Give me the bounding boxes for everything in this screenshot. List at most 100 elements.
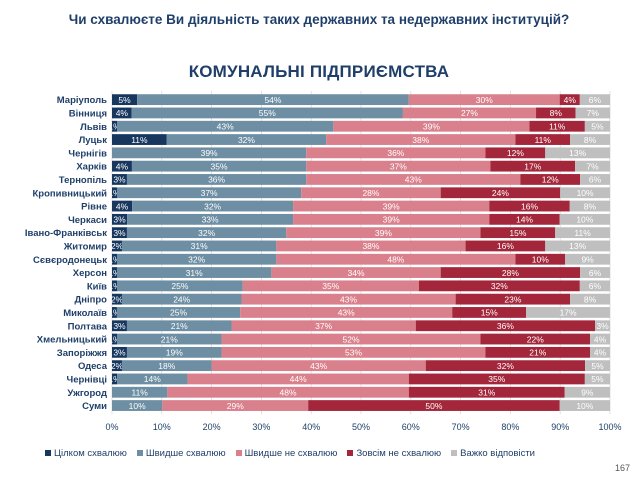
bar-segment [112, 320, 127, 332]
chart-legend: Цілком схвалюю Швидше схвалюю Швидше не сх… [45, 448, 635, 459]
bar-segment [117, 120, 334, 132]
category-label: Рівне [81, 202, 107, 213]
data-label: 6% [589, 175, 602, 185]
data-label: 38% [362, 241, 379, 251]
data-label: 4% [116, 108, 129, 118]
bar-segment [526, 307, 610, 318]
data-label: 21% [529, 348, 546, 358]
category-label: Маріуполь [57, 95, 107, 106]
bar-segment [485, 147, 546, 159]
data-label: 11% [549, 121, 566, 131]
bar-segment [221, 346, 486, 358]
data-label: 1% [108, 268, 121, 278]
bar-segment [306, 160, 491, 172]
data-label: 3% [113, 228, 126, 238]
data-label: 11% [574, 228, 591, 238]
bar-segment [112, 94, 138, 106]
category-label: Миколаїв [63, 308, 107, 319]
data-label: 8% [584, 201, 597, 211]
legend-swatch [45, 450, 51, 457]
bar-segment [131, 160, 307, 172]
bar-segment [584, 373, 610, 385]
bar-segment [116, 187, 302, 199]
bar-segment [520, 174, 581, 185]
bar-segment [555, 227, 610, 239]
data-label: 39% [383, 201, 400, 211]
bar-segment [112, 386, 168, 398]
data-label: 1% [108, 121, 121, 131]
bar-segment [480, 227, 556, 239]
data-label: 31% [186, 268, 203, 278]
bar-segment [116, 307, 241, 318]
bar-segment [112, 267, 117, 278]
data-label: 5% [118, 95, 131, 105]
data-label: 32% [238, 135, 255, 145]
x-tick-label: 80% [501, 422, 519, 432]
data-label: 4% [116, 161, 129, 171]
data-label: 3% [113, 215, 126, 225]
data-label: 43% [338, 308, 355, 318]
category-label: Київ [87, 281, 107, 292]
data-label: 6% [589, 281, 602, 291]
bar-segment [455, 293, 571, 305]
bar-segment [293, 213, 490, 225]
data-label: 24% [492, 188, 509, 198]
bar-segment [440, 187, 561, 199]
data-label: 55% [259, 108, 276, 118]
bar-segment [132, 200, 294, 212]
data-label: 37% [201, 188, 218, 198]
bar-segment [559, 400, 610, 411]
bar-segment [112, 360, 122, 372]
data-label: 48% [280, 387, 297, 397]
bar-segment [560, 187, 610, 199]
bar-segment [559, 213, 610, 225]
chart-question-title: Чи схвалюєте Ви діяльність таких державн… [68, 12, 570, 27]
bar-segment [425, 360, 586, 372]
data-label: 10% [532, 254, 549, 264]
bar-segment [408, 373, 585, 385]
legend-swatch [347, 450, 354, 457]
data-label: 27% [461, 108, 478, 118]
data-label: 25% [171, 281, 188, 291]
bar-segment [117, 373, 188, 385]
data-label: 11% [535, 135, 552, 145]
data-label: 2% [111, 361, 124, 371]
data-label: 15% [481, 308, 498, 318]
legend-label: Цілком схвалюю [54, 448, 127, 459]
data-label: 8% [584, 294, 597, 304]
bar-segment [137, 94, 409, 106]
bar-segment [112, 400, 163, 411]
x-tick-label: 10% [153, 422, 171, 432]
bar-segment [240, 307, 453, 318]
bar-segment [231, 320, 416, 332]
bar-segment [559, 94, 580, 106]
data-label: 44% [290, 374, 307, 384]
data-label: 1% [108, 334, 121, 344]
category-label: Львів [80, 122, 107, 133]
bar-segment [515, 253, 566, 265]
data-label: 30% [476, 95, 493, 105]
legend-item: Важко відповісти [451, 448, 535, 459]
bar-segment [112, 213, 128, 225]
category-label: Одеса [78, 361, 108, 372]
data-label: 36% [387, 148, 404, 158]
data-label: 5% [591, 374, 604, 384]
data-label: 7% [587, 108, 600, 118]
bar-segment [529, 120, 585, 132]
category-label: Луцьк [79, 135, 108, 146]
legend-label: Швидше не схвалюю [244, 448, 338, 459]
bar-segment [167, 386, 409, 398]
bar-segment [480, 333, 591, 345]
x-tick-label: 100% [598, 422, 621, 432]
bar-segment [221, 333, 481, 345]
bar-segment [301, 187, 441, 199]
data-label: 43% [217, 121, 234, 131]
category-label: Сєвєродонецьк [33, 255, 107, 266]
x-tick-label: 90% [551, 422, 569, 432]
bar-segment [326, 134, 516, 145]
legend-item: Зовсім не схвалюю [347, 448, 441, 459]
data-label: 37% [315, 321, 332, 331]
category-label: Вінниця [69, 108, 107, 119]
data-label: 34% [348, 268, 365, 278]
legend-swatch [451, 450, 458, 457]
